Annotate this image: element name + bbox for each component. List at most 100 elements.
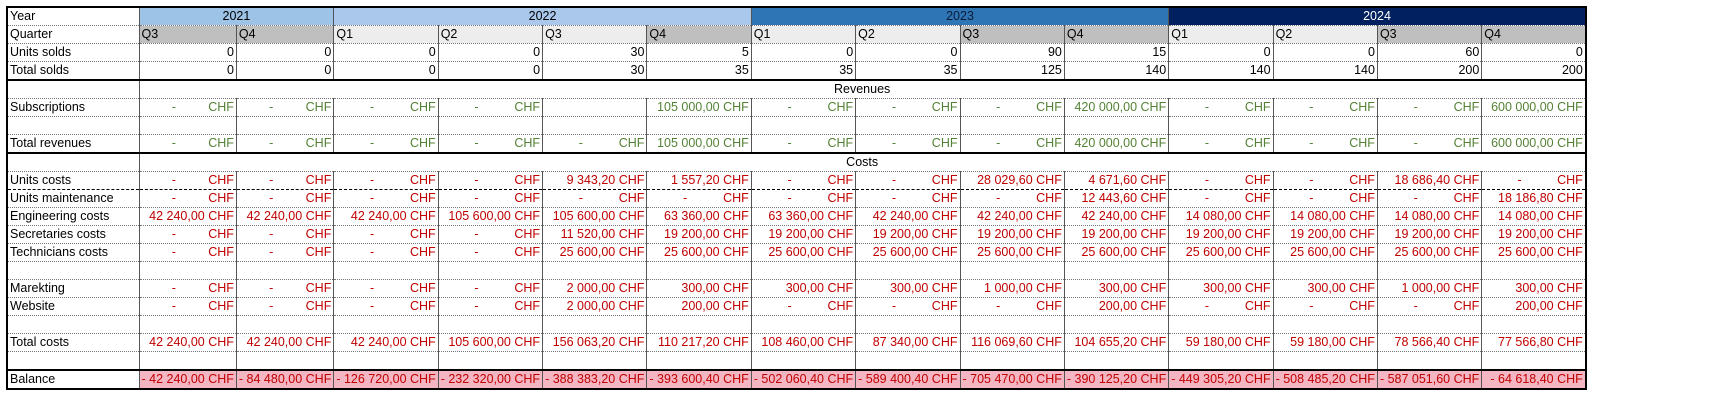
blank-cell[interactable] — [138, 315, 237, 334]
quarter-header-cell[interactable]: Q4 — [235, 25, 335, 44]
row-label-balance[interactable]: Balance — [6, 369, 140, 390]
year-header-2023[interactable]: 2023 — [750, 6, 1170, 26]
balance-cell[interactable]: - 390 125,20 CHF — [1063, 369, 1170, 390]
row-label-subscriptions[interactable]: Subscriptions — [6, 98, 140, 117]
money-cell[interactable]: - CHF — [1168, 98, 1274, 117]
money-cell[interactable]: 105 600,00 CHF — [437, 207, 544, 226]
row-label-quarter[interactable]: Quarter — [6, 25, 140, 44]
blank-cell[interactable] — [437, 315, 544, 334]
value-cell[interactable]: 0 — [235, 61, 335, 81]
quarter-header-cell[interactable]: Q2 — [437, 25, 544, 44]
money-cell[interactable]: - CHF — [333, 243, 439, 262]
blank-cell[interactable] — [646, 351, 752, 371]
money-cell[interactable]: - CHF — [333, 171, 439, 190]
money-cell[interactable]: 300,00 CHF — [1168, 279, 1274, 298]
money-cell[interactable]: 19 200,00 CHF — [646, 225, 752, 244]
money-cell[interactable]: 108 460,00 CHF — [750, 333, 857, 352]
money-cell[interactable]: 25 600,00 CHF — [542, 243, 648, 262]
quarter-header-cell[interactable]: Q1 — [750, 25, 857, 44]
money-cell[interactable]: 300,00 CHF — [750, 279, 857, 298]
value-cell[interactable]: 200 — [1481, 61, 1587, 81]
blank-cell[interactable] — [1376, 261, 1483, 280]
money-cell[interactable]: - CHF — [333, 225, 439, 244]
blank-cell[interactable] — [235, 261, 335, 280]
money-cell[interactable]: - CHF — [235, 279, 335, 298]
money-cell[interactable]: 104 655,20 CHF — [1063, 333, 1170, 352]
money-cell[interactable]: - CHF — [959, 98, 1065, 117]
money-cell[interactable]: - CHF — [437, 279, 544, 298]
value-cell[interactable]: 0 — [855, 43, 961, 62]
money-cell[interactable]: 14 080,00 CHF — [1272, 207, 1378, 226]
blank-cell[interactable] — [1272, 261, 1378, 280]
blank-cell[interactable] — [235, 315, 335, 334]
money-cell[interactable]: 63 360,00 CHF — [750, 207, 857, 226]
row-label-website[interactable]: Website — [6, 297, 140, 316]
quarter-header-cell[interactable]: Q3 — [959, 25, 1065, 44]
blank-cell[interactable] — [138, 351, 237, 371]
balance-cell[interactable]: - 42 240,00 CHF — [138, 369, 237, 390]
blank-cell[interactable] — [1168, 261, 1274, 280]
value-cell[interactable]: 5 — [646, 43, 752, 62]
money-cell[interactable]: - CHF — [437, 243, 544, 262]
row-label-total-sold[interactable]: Total solds — [6, 61, 140, 81]
blank-cell[interactable] — [437, 261, 544, 280]
money-cell[interactable]: 59 180,00 CHF — [1272, 333, 1378, 352]
money-cell[interactable]: - CHF — [1376, 98, 1483, 117]
blank-cell[interactable] — [646, 116, 752, 135]
money-cell[interactable]: 600 000,00 CHF — [1481, 98, 1587, 117]
money-cell[interactable]: - CHF — [333, 297, 439, 316]
money-cell[interactable]: 78 566,40 CHF — [1376, 333, 1483, 352]
balance-cell[interactable]: - 126 720,00 CHF — [333, 369, 439, 390]
money-cell[interactable]: - CHF — [855, 98, 961, 117]
money-cell[interactable]: - CHF — [855, 171, 961, 190]
balance-cell[interactable]: - 232 320,00 CHF — [437, 369, 544, 390]
money-cell[interactable]: - CHF — [1272, 171, 1378, 190]
value-cell[interactable]: 35 — [855, 61, 961, 81]
value-cell[interactable]: 0 — [333, 43, 439, 62]
blank-cell[interactable] — [1481, 261, 1587, 280]
money-cell[interactable]: 105 600,00 CHF — [437, 333, 544, 352]
blank-cell[interactable] — [542, 261, 648, 280]
blank-cell[interactable] — [1272, 351, 1378, 371]
value-cell[interactable]: 200 — [1376, 61, 1483, 81]
quarter-header-cell[interactable]: Q4 — [1063, 25, 1170, 44]
money-cell[interactable]: 42 240,00 CHF — [333, 207, 439, 226]
money-cell[interactable]: - CHF — [646, 189, 752, 208]
money-cell[interactable]: 116 069,60 CHF — [959, 333, 1065, 352]
blank-cell[interactable] — [1481, 116, 1587, 135]
blank-cell[interactable] — [1376, 351, 1483, 371]
blank-cell[interactable] — [138, 116, 237, 135]
blank-cell[interactable] — [750, 351, 857, 371]
value-cell[interactable]: 0 — [437, 43, 544, 62]
blank-cell[interactable] — [1168, 351, 1274, 371]
blank-cell[interactable] — [1376, 315, 1483, 334]
money-cell[interactable]: 19 200,00 CHF — [1272, 225, 1378, 244]
blank-cell[interactable] — [6, 79, 140, 99]
money-cell[interactable]: - CHF — [138, 225, 237, 244]
blank-cell[interactable] — [235, 351, 335, 371]
money-cell[interactable]: 25 600,00 CHF — [1063, 243, 1170, 262]
blank-cell[interactable] — [646, 315, 752, 334]
quarter-header-cell[interactable]: Q3 — [138, 25, 237, 44]
quarter-header-cell[interactable]: Q2 — [1272, 25, 1378, 44]
money-cell[interactable]: 28 029,60 CHF — [959, 171, 1065, 190]
blank-cell[interactable] — [750, 315, 857, 334]
blank-cell[interactable] — [6, 351, 140, 371]
money-cell[interactable]: 42 240,00 CHF — [959, 207, 1065, 226]
money-cell[interactable]: - CHF — [235, 297, 335, 316]
money-cell[interactable]: 42 240,00 CHF — [333, 333, 439, 352]
money-cell[interactable]: - CHF — [1168, 171, 1274, 190]
money-cell[interactable]: 63 360,00 CHF — [646, 207, 752, 226]
quarter-header-cell[interactable]: Q4 — [646, 25, 752, 44]
row-label-units-maintenance[interactable]: Units maintenance — [6, 189, 140, 208]
balance-cell[interactable]: - 388 383,20 CHF — [542, 369, 648, 390]
money-cell[interactable]: 25 600,00 CHF — [1376, 243, 1483, 262]
blank-cell[interactable] — [333, 351, 439, 371]
money-cell[interactable]: - CHF — [138, 98, 237, 117]
money-cell[interactable]: 18 186,80 CHF — [1481, 189, 1587, 208]
money-cell[interactable]: 18 686,40 CHF — [1376, 171, 1483, 190]
blank-cell[interactable] — [855, 116, 961, 135]
money-cell[interactable]: 19 200,00 CHF — [855, 225, 961, 244]
balance-cell[interactable]: - 508 485,20 CHF — [1272, 369, 1378, 390]
blank-cell[interactable] — [333, 261, 439, 280]
